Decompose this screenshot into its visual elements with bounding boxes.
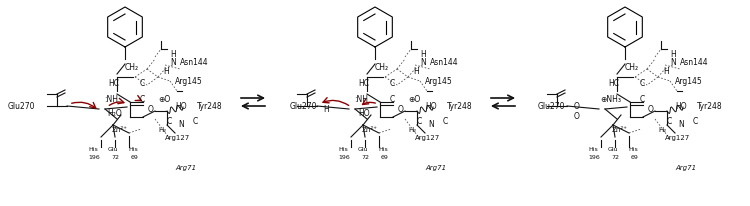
Text: H: H (323, 105, 328, 114)
Text: Tyr248: Tyr248 (447, 102, 472, 111)
Text: Glu270: Glu270 (290, 102, 317, 111)
Text: HC: HC (608, 79, 619, 88)
Text: His: His (588, 147, 598, 152)
Text: Glu: Glu (358, 147, 369, 152)
Text: Glu270: Glu270 (8, 102, 35, 111)
Text: 72: 72 (361, 155, 369, 160)
Text: HO: HO (358, 109, 370, 118)
Text: H: H (663, 67, 669, 76)
Text: H₂O: H₂O (107, 109, 122, 118)
Text: N: N (420, 58, 426, 67)
Text: HC: HC (358, 79, 369, 88)
Text: N: N (178, 120, 184, 129)
Text: CH₂: CH₂ (375, 63, 389, 72)
Text: HC: HC (108, 79, 119, 88)
Text: H₂: H₂ (658, 126, 666, 132)
Text: HO: HO (425, 102, 436, 111)
Text: H: H (413, 67, 419, 76)
Text: N: N (428, 120, 433, 129)
Text: O: O (574, 102, 580, 111)
Text: Arg145: Arg145 (425, 77, 453, 86)
Text: H: H (670, 50, 676, 59)
Text: N: N (678, 120, 684, 129)
Text: C: C (417, 117, 422, 126)
Text: :NH: :NH (354, 95, 368, 104)
Text: H₂: H₂ (408, 126, 416, 132)
Text: Glu: Glu (108, 147, 118, 152)
Text: Zn²⁺: Zn²⁺ (112, 126, 128, 132)
Text: H: H (170, 50, 176, 59)
Text: Arg127: Arg127 (665, 134, 690, 140)
Text: C: C (390, 95, 395, 104)
Text: Arg127: Arg127 (165, 134, 190, 140)
Text: C: C (140, 79, 146, 88)
Text: Zn²⁺: Zn²⁺ (362, 126, 378, 132)
Text: Arg71: Arg71 (675, 164, 696, 170)
Text: Asn144: Asn144 (430, 58, 458, 67)
Text: O: O (574, 112, 580, 121)
Text: Arg127: Arg127 (415, 134, 440, 140)
Text: CH₂: CH₂ (125, 63, 140, 72)
Text: ⊕O: ⊕O (158, 95, 170, 104)
Text: C: C (390, 79, 395, 88)
Text: ⊕NH₃: ⊕NH₃ (600, 95, 621, 104)
Text: H: H (163, 67, 169, 76)
Text: C: C (193, 117, 198, 126)
Text: O: O (398, 105, 404, 114)
Text: ⊕O: ⊕O (408, 95, 420, 104)
Text: C: C (640, 95, 645, 104)
Text: C: C (693, 117, 698, 126)
Text: 196: 196 (588, 155, 600, 160)
Text: His: His (378, 147, 388, 152)
Text: O: O (148, 105, 154, 114)
Text: CH₂: CH₂ (625, 63, 639, 72)
Text: C: C (640, 79, 645, 88)
Text: Arg145: Arg145 (175, 77, 202, 86)
Text: Glu: Glu (608, 147, 619, 152)
Text: 69: 69 (381, 155, 388, 160)
Text: Asn144: Asn144 (180, 58, 209, 67)
Text: His: His (88, 147, 98, 152)
Text: 72: 72 (611, 155, 619, 160)
Text: C: C (167, 117, 172, 126)
Text: His: His (128, 147, 138, 152)
Text: C: C (667, 117, 672, 126)
Text: Tyr248: Tyr248 (197, 102, 223, 111)
Text: 69: 69 (631, 155, 639, 160)
Text: Arg71: Arg71 (425, 164, 446, 170)
Text: HO: HO (675, 102, 687, 111)
Text: C: C (443, 117, 448, 126)
Text: 69: 69 (131, 155, 139, 160)
Text: C: C (140, 95, 146, 104)
Text: Arg71: Arg71 (175, 164, 196, 170)
Text: Zn²⁺: Zn²⁺ (612, 126, 628, 132)
Text: N: N (670, 58, 676, 67)
Text: H: H (420, 50, 426, 59)
Text: 196: 196 (88, 155, 100, 160)
Text: H₂: H₂ (158, 126, 166, 132)
Text: His: His (338, 147, 348, 152)
Text: :NH: :NH (104, 95, 118, 104)
Text: Asn144: Asn144 (680, 58, 709, 67)
Text: Arg145: Arg145 (675, 77, 703, 86)
Text: N: N (170, 58, 176, 67)
Text: 196: 196 (338, 155, 350, 160)
Text: Glu270: Glu270 (538, 102, 566, 111)
Text: His: His (628, 147, 638, 152)
Text: Tyr248: Tyr248 (697, 102, 723, 111)
Text: HO: HO (175, 102, 187, 111)
Text: O: O (648, 105, 654, 114)
Text: 72: 72 (111, 155, 119, 160)
